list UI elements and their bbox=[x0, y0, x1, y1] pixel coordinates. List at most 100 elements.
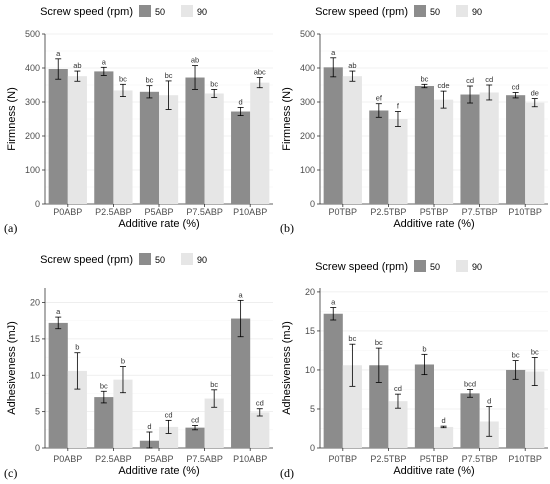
x-tick-label: P7.5TBP bbox=[462, 207, 498, 217]
y-tick-label: 20 bbox=[305, 287, 315, 297]
bar-90-rpm bbox=[434, 99, 454, 204]
x-tick-label: P10TBP bbox=[508, 454, 542, 464]
y-tick-label: 20 bbox=[30, 298, 40, 308]
panel-label: (a) bbox=[4, 221, 17, 235]
y-tick-label: 15 bbox=[30, 334, 40, 344]
y-tick-label: 15 bbox=[305, 326, 315, 336]
bar-50-rpm bbox=[369, 110, 389, 204]
significance-label: bc bbox=[165, 71, 173, 80]
legend-label-90: 90 bbox=[197, 7, 207, 17]
significance-label: bcd bbox=[464, 379, 476, 388]
bar-50-rpm bbox=[48, 322, 68, 448]
significance-label: bc bbox=[531, 347, 539, 356]
legend-label-50: 50 bbox=[430, 7, 440, 17]
bar-50-rpm bbox=[48, 69, 68, 205]
bar-90-rpm bbox=[159, 95, 179, 204]
x-axis-title: Additive rate (%) bbox=[393, 218, 474, 230]
legend-label-90: 90 bbox=[472, 262, 482, 272]
x-tick-label: P7.5TBP bbox=[462, 454, 498, 464]
significance-label: ab bbox=[191, 56, 199, 65]
legend-key-90 bbox=[181, 253, 193, 265]
x-tick-label: P0TBP bbox=[329, 207, 358, 217]
bar-90-rpm bbox=[250, 82, 270, 204]
x-tick-label: P0ABP bbox=[53, 454, 82, 464]
y-tick-label: 100 bbox=[25, 165, 40, 175]
legend-key-50 bbox=[139, 5, 151, 17]
legend-key-90 bbox=[181, 5, 193, 17]
legend-label-90: 90 bbox=[197, 255, 207, 265]
significance-label: cde bbox=[438, 81, 450, 90]
panel-label: (d) bbox=[280, 466, 294, 480]
legend-key-90 bbox=[456, 260, 468, 272]
bar-50-rpm bbox=[323, 67, 343, 204]
x-axis-title: Additive rate (%) bbox=[118, 218, 199, 230]
bar-90-rpm bbox=[250, 412, 270, 448]
bar-50-rpm bbox=[94, 397, 114, 448]
x-tick-label: P2.5TBP bbox=[370, 454, 406, 464]
bar-90-rpm bbox=[525, 102, 545, 204]
significance-label: b bbox=[75, 343, 79, 352]
panel-label: (c) bbox=[4, 466, 17, 480]
y-tick-label: 0 bbox=[310, 443, 315, 453]
bar-50-rpm bbox=[139, 91, 159, 204]
significance-label: bc bbox=[145, 76, 153, 85]
y-axis-title: Adhesiveness (mJ) bbox=[6, 321, 18, 415]
bar-50-rpm bbox=[414, 364, 434, 448]
bar-50-rpm bbox=[460, 393, 480, 448]
significance-label: cd bbox=[466, 76, 474, 85]
bar-90-rpm bbox=[67, 76, 87, 204]
significance-label: ab bbox=[73, 61, 81, 70]
significance-label: d bbox=[487, 397, 491, 406]
significance-label: d bbox=[239, 97, 243, 106]
bar-90-rpm bbox=[479, 92, 499, 204]
significance-label: bc bbox=[210, 79, 218, 88]
x-tick-label: P10ABP bbox=[233, 454, 267, 464]
legend-key-50 bbox=[414, 260, 426, 272]
y-axis-title: Firmness (N) bbox=[281, 87, 293, 151]
significance-label: a bbox=[331, 298, 336, 307]
bar-50-rpm bbox=[369, 365, 389, 448]
bar-90-rpm bbox=[525, 371, 545, 448]
y-tick-label: 10 bbox=[305, 365, 315, 375]
significance-label: cd bbox=[256, 399, 264, 408]
legend-key-90 bbox=[456, 5, 468, 17]
x-tick-label: P0ABP bbox=[53, 207, 82, 217]
significance-label: bc bbox=[119, 74, 127, 83]
y-tick-label: 300 bbox=[300, 97, 315, 107]
significance-label: f bbox=[397, 102, 400, 111]
y-tick-label: 0 bbox=[35, 199, 40, 209]
bar-90-rpm bbox=[388, 401, 408, 448]
chart-panel-3: 0 5 10 15 20 P0ABP a b P2.5ABP bc b P5ABP d cd P7.5ABP… bbox=[4, 253, 273, 480]
x-tick-label: P5TBP bbox=[420, 207, 449, 217]
bar-90-rpm bbox=[67, 370, 87, 448]
significance-label: bc bbox=[100, 381, 108, 390]
x-tick-label: P5TBP bbox=[420, 454, 449, 464]
x-tick-label: P0TBP bbox=[329, 454, 358, 464]
x-tick-label: P10ABP bbox=[233, 207, 267, 217]
bar-50-rpm bbox=[94, 71, 114, 205]
bar-90-rpm bbox=[342, 365, 362, 448]
bar-50-rpm bbox=[231, 318, 251, 448]
y-tick-label: 500 bbox=[300, 29, 315, 39]
bar-50-rpm bbox=[231, 111, 251, 204]
significance-label: de bbox=[531, 89, 539, 98]
significance-label: a bbox=[102, 57, 107, 66]
y-tick-label: 10 bbox=[30, 370, 40, 380]
legend-key-50 bbox=[139, 253, 151, 265]
x-tick-label: P2.5TBP bbox=[370, 207, 406, 217]
legend-title: Screw speed (rpm) bbox=[40, 6, 133, 18]
significance-label: bc bbox=[348, 334, 356, 343]
y-tick-label: 5 bbox=[310, 404, 315, 414]
x-axis-title: Additive rate (%) bbox=[393, 465, 474, 477]
significance-label: cd bbox=[485, 75, 493, 84]
y-tick-label: 5 bbox=[35, 407, 40, 417]
legend-title: Screw speed (rpm) bbox=[40, 254, 133, 266]
legend-key-50 bbox=[414, 5, 426, 17]
significance-label: a bbox=[331, 48, 336, 57]
significance-label: d bbox=[441, 416, 445, 425]
significance-label: bc bbox=[210, 380, 218, 389]
x-tick-label: P2.5ABP bbox=[95, 207, 132, 217]
bar-90-rpm bbox=[113, 90, 133, 204]
y-axis-title: Firmness (N) bbox=[6, 87, 18, 151]
bar-90-rpm bbox=[204, 93, 224, 204]
